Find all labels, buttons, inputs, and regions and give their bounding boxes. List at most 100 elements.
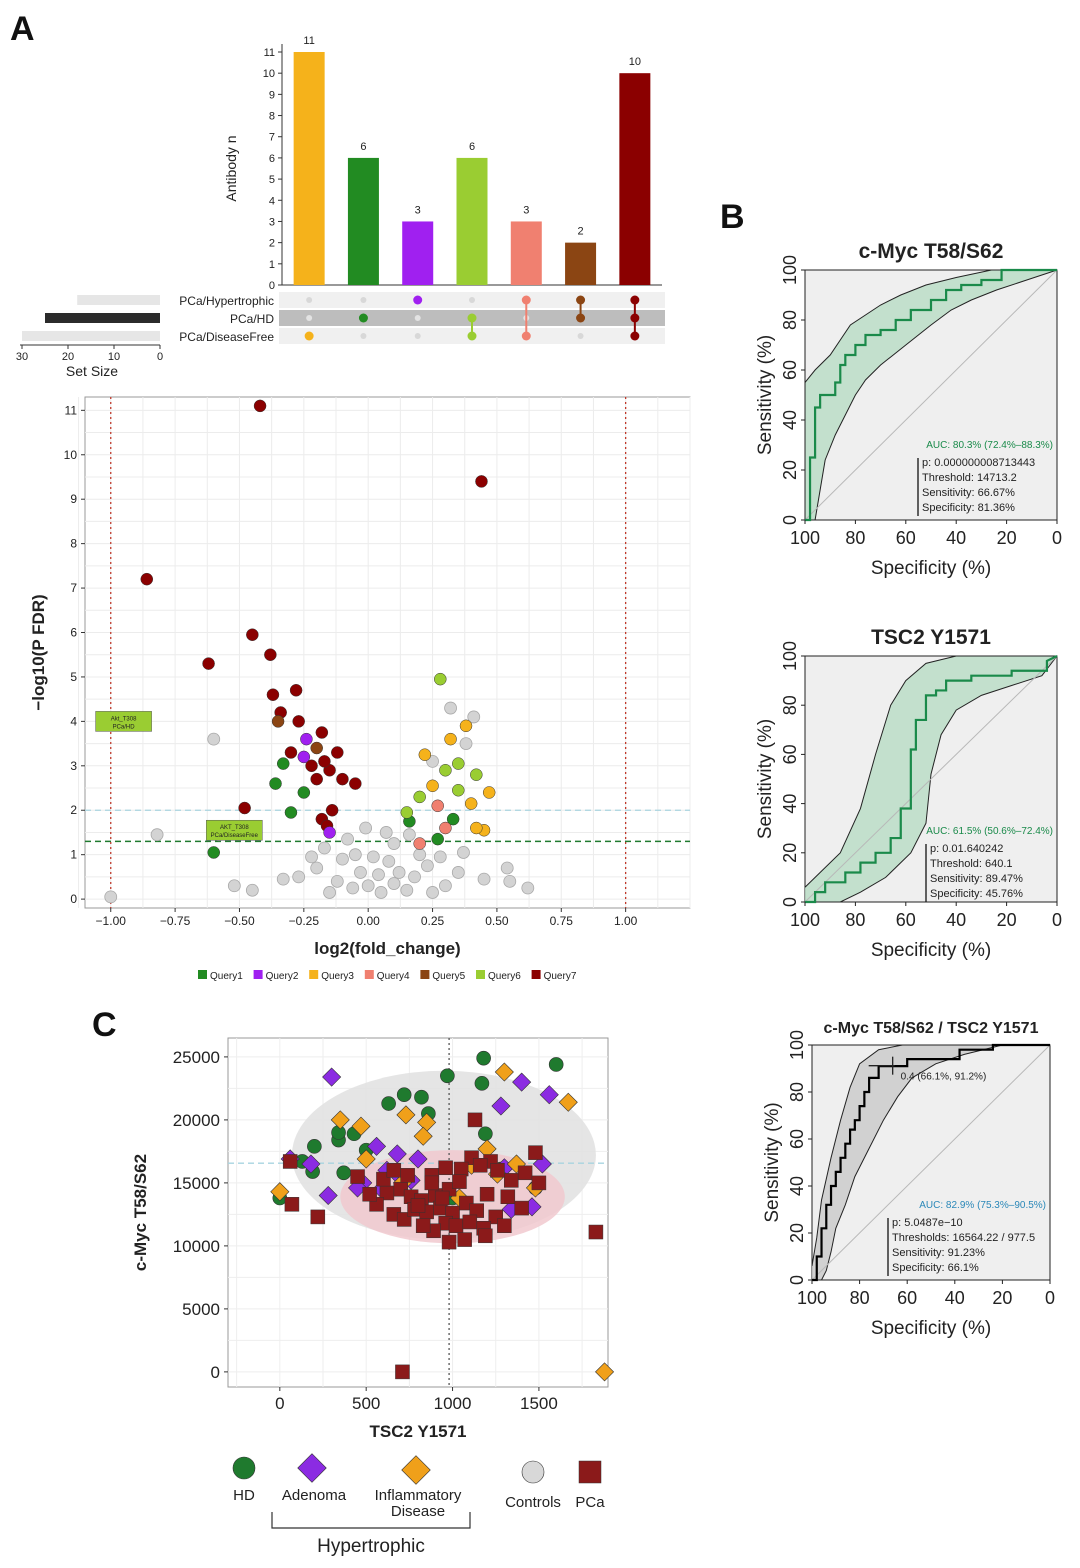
legend-swatch-query1: [198, 970, 207, 979]
y-axis-label: Sensitivity (%): [755, 719, 776, 839]
point-hd: [476, 1050, 491, 1066]
point-query7: [238, 801, 251, 815]
roc-diagonal: [811, 1044, 1051, 1281]
y-tick-label: 4: [70, 714, 77, 728]
roc-stat-line: Sensitivity: 91.23%: [892, 1247, 985, 1259]
set-name-label: PCa/HD: [230, 312, 274, 326]
point-pca: [462, 1214, 478, 1230]
x-tick-label: 0: [1045, 1288, 1055, 1308]
y-tick-label: 10000: [173, 1237, 220, 1256]
point-nonsignificant: [457, 846, 470, 859]
point-query6: [470, 768, 483, 781]
point-query3: [426, 779, 439, 793]
point-query4: [431, 799, 444, 813]
y-tick-label: 7: [70, 581, 77, 595]
point-query7: [292, 715, 305, 728]
point-nonsignificant: [354, 866, 367, 879]
point-pca: [410, 1198, 426, 1213]
point-adenoma: [348, 1178, 368, 1198]
point-pca: [467, 1112, 483, 1128]
point-pca: [452, 1174, 467, 1189]
legend-swatch-query7: [531, 970, 541, 979]
x-tick-label: −1.00: [96, 914, 127, 928]
panel-letter-a: A: [10, 10, 35, 48]
point-nonsignificant: [521, 881, 535, 895]
point-inflammatory-disease: [396, 1105, 416, 1125]
point-query6: [452, 783, 465, 797]
set-size-tick-label: 10: [108, 351, 120, 363]
point-nonsignificant: [276, 872, 290, 886]
roc-stat-line: Specificity: 45.76%: [930, 888, 1023, 900]
legend-bracket: [271, 1512, 471, 1529]
roc-ci-lower: [805, 269, 1058, 521]
point-pca: [386, 1163, 402, 1178]
roc-diagonal: [804, 269, 1058, 521]
point-adenoma: [322, 1067, 342, 1087]
point-pca: [400, 1168, 415, 1183]
point-pca: [438, 1160, 453, 1176]
legend-key-inflammatory-disease: [401, 1455, 431, 1485]
matrix-dot-query2: [413, 295, 423, 305]
set-size-tick-label: 30: [16, 351, 28, 363]
matrix-dot-empty: [306, 315, 313, 321]
legend-key-pca: [578, 1460, 602, 1484]
point-query5: [310, 741, 323, 755]
point-nonsignificant: [292, 870, 306, 884]
set-name-label: PCa/DiseaseFree: [179, 330, 274, 344]
point-query6: [434, 672, 447, 686]
roc-stat-line: p: 0.01.640242: [930, 843, 1003, 855]
point-adenoma: [512, 1072, 532, 1092]
bar-value-label: 2: [578, 226, 584, 238]
scatter-plot-c: 0 500 1000 15000500010000150002000025000TSC…: [131, 1037, 615, 1557]
legend-label-pca: PCa: [575, 1494, 605, 1511]
point-nonsignificant: [359, 821, 373, 835]
point-pca: [362, 1186, 377, 1202]
roc-diagonal: [804, 655, 1058, 903]
point-pca: [472, 1158, 488, 1173]
bar-query1: [347, 157, 379, 285]
point-nonsignificant: [500, 861, 514, 875]
legend-label-inflammatory-disease: Disease: [391, 1503, 445, 1520]
roc-ci-upper: [804, 269, 1057, 520]
x-tick-label: 100: [797, 1288, 827, 1308]
roc-plot-tsc2: 100 100 80 80 60 60 40 40 20 20 0 0 TSC2 Y1571 Specif…: [755, 626, 1062, 961]
x-axis-label: log2(fold_change): [314, 939, 460, 958]
legend-swatch-query3: [309, 970, 319, 979]
matrix-dot-query4: [521, 331, 531, 341]
point-nonsignificant: [310, 861, 324, 875]
set-size-label: Set Size: [66, 363, 118, 379]
point-inflammatory-disease: [330, 1110, 350, 1130]
point-pca: [441, 1234, 457, 1250]
bar-query5: [565, 242, 597, 285]
y-tick-label: 20: [780, 843, 800, 863]
bar-value-label: 6: [469, 141, 475, 153]
x-tick-label: 0.75: [550, 914, 574, 928]
point-query1: [269, 777, 282, 790]
y-tick-label: 40: [780, 410, 800, 430]
roc-curve: [805, 268, 1057, 522]
roc-stat-line: Sensitivity: 89.47%: [930, 873, 1023, 885]
point-adenoma: [318, 1185, 338, 1206]
point-nonsignificant: [451, 866, 465, 879]
point-nonsignificant: [245, 883, 259, 897]
x-tick-label: 1000: [434, 1394, 472, 1413]
roc-curve: [812, 1043, 1050, 1282]
bar-value-label: 11: [303, 35, 314, 47]
y-tick-label: 6: [269, 153, 275, 165]
point-query1: [431, 832, 444, 846]
point-pca: [478, 1228, 493, 1244]
point-query7: [253, 399, 267, 413]
y-tick-label: 20000: [173, 1111, 220, 1130]
point-inflammatory-disease: [413, 1126, 433, 1146]
roc-stat-line: p: 5.0487e−10: [892, 1217, 963, 1229]
point-adenoma: [491, 1096, 511, 1116]
legend-label-controls: Controls: [505, 1494, 561, 1511]
x-tick-label: 0.50: [485, 914, 509, 928]
point-hd: [478, 1126, 493, 1142]
point-nonsignificant: [150, 828, 164, 842]
point-nonsignificant: [207, 732, 221, 746]
point-query7: [305, 759, 318, 773]
y-tick-label: 2: [269, 238, 275, 250]
point-pca: [424, 1175, 440, 1191]
point-nonsignificant: [382, 854, 396, 868]
